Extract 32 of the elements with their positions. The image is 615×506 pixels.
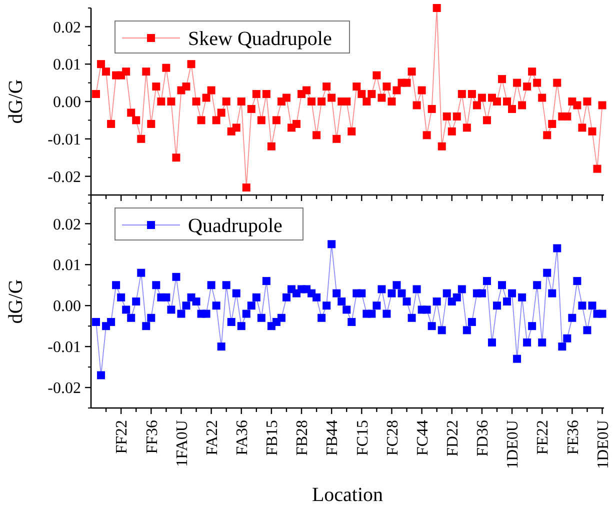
x-tick-label: 1DE0U xyxy=(504,420,522,469)
y-axis-title: dG/G xyxy=(5,79,27,124)
y-tick-label: 0.00 xyxy=(53,298,81,316)
x-tick-label: FB15 xyxy=(264,420,282,456)
y-tick-label: 0.02 xyxy=(53,19,81,36)
x-tick-label: FA22 xyxy=(204,420,221,456)
x-tick-label: 1DE0U xyxy=(594,420,612,469)
x-tick-label: FB44 xyxy=(324,420,342,456)
x-tick-label: FB28 xyxy=(294,420,312,456)
legend-label: Quadrupole xyxy=(188,215,283,237)
y-tick-label: 0.01 xyxy=(53,257,81,274)
y-tick-label: 0.00 xyxy=(53,94,81,112)
x-tick-label: 1FA0U xyxy=(174,420,191,467)
x-tick-label: FD22 xyxy=(444,420,462,456)
x-tick-label: FA36 xyxy=(234,420,251,456)
x-tick-label: FE22 xyxy=(534,420,552,455)
y-tick-label: -0.01 xyxy=(48,132,81,148)
x-tick-label: FF22 xyxy=(114,420,131,454)
legend-label: Skew Quadrupole xyxy=(188,28,332,50)
x-axis-title: Location xyxy=(312,484,384,506)
y-axis-title: dG/G xyxy=(5,279,27,324)
x-tick-label: FF36 xyxy=(144,420,161,454)
x-tick-label: FC15 xyxy=(354,420,372,456)
y-tick-label: -0.01 xyxy=(48,339,81,356)
x-tick-label: FE36 xyxy=(564,420,582,455)
y-tick-label: 0.02 xyxy=(53,216,81,234)
x-tick-label: FC44 xyxy=(414,420,432,456)
x-tick-label: FC28 xyxy=(384,420,402,456)
y-tick-label: 0.01 xyxy=(53,56,81,74)
x-tick-label: FD36 xyxy=(474,420,492,456)
y-tick-label: -0.02 xyxy=(48,380,81,398)
y-tick-label: -0.02 xyxy=(48,168,81,186)
